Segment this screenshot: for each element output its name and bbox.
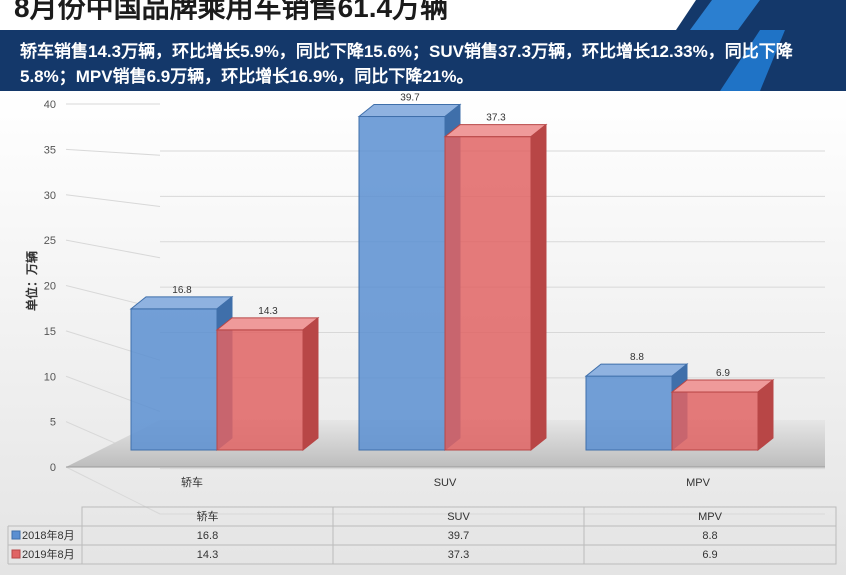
data-label: 16.8 [172, 285, 192, 296]
bar-front [130, 308, 218, 451]
bar-top [215, 317, 320, 331]
gridline-left [65, 148, 161, 156]
gridline-left [65, 239, 161, 259]
data-label: 8.8 [630, 352, 644, 363]
bar-top [670, 379, 775, 393]
y-tick-label: 30 [44, 190, 56, 202]
table-cell: 6.9 [702, 549, 717, 561]
y-tick-label: 0 [50, 462, 56, 474]
data-label: 39.7 [400, 93, 420, 104]
legend-swatch [11, 549, 21, 559]
title-bar: 8月份中国品牌乘用车销售61.4万辆 [0, 0, 846, 30]
table-cell: 37.3 [448, 549, 469, 561]
page-title: 8月份中国品牌乘用车销售61.4万辆 [14, 0, 449, 23]
bar-side [757, 378, 774, 452]
table-header: 轿车 [197, 509, 219, 523]
bar-front [358, 116, 446, 451]
x-tick-label: MPV [686, 477, 711, 489]
table-header: SUV [447, 511, 470, 523]
table-cell: 8.8 [702, 530, 717, 542]
bar-chart: 0 5 10 15 20 25 30 35 40 单位：万辆 16.8 39.7 8.8 14.3 37.3… [0, 91, 846, 575]
y-axis-title: 单位：万辆 [24, 251, 39, 311]
bar-top [584, 363, 689, 377]
data-label: 6.9 [716, 368, 730, 379]
gridline-left [65, 194, 161, 207]
x-tick-label: SUV [434, 477, 457, 489]
legend-entry: 2019年8月 [22, 547, 75, 561]
y-tick-label: 35 [44, 144, 56, 156]
bar-top [443, 124, 548, 138]
table-cell: 16.8 [197, 530, 218, 542]
header-accent [676, 0, 846, 30]
bar-front [585, 375, 673, 451]
y-tick-label: 10 [44, 371, 56, 383]
bar-side [530, 123, 547, 452]
y-tick-label: 5 [50, 417, 56, 429]
summary-text: 轿车销售14.3万辆，环比增长5.9%，同比下降15.6%；SUV销售37.3万… [20, 42, 793, 86]
y-tick-label: 20 [44, 281, 56, 293]
bar-front [671, 391, 759, 451]
legend-entry: 2018年8月 [22, 528, 75, 542]
chart-area: 0 5 10 15 20 25 30 35 40 单位：万辆 16.8 39.7 8.8 14.3 37.3… [0, 91, 846, 575]
x-tick-label: 轿车 [181, 475, 203, 489]
bar-front [216, 329, 304, 451]
data-label: 37.3 [486, 113, 506, 124]
legend-swatch [11, 530, 21, 540]
bar-top [357, 104, 462, 118]
y-tick-label: 15 [44, 326, 56, 338]
bar-side [302, 316, 319, 452]
summary-accent [720, 30, 846, 91]
bar-top [129, 296, 234, 310]
table-header: MPV [698, 511, 723, 523]
gridline-left [65, 466, 161, 515]
y-tick-label: 25 [44, 235, 56, 247]
bar-front [444, 136, 532, 451]
y-tick-label: 40 [44, 99, 56, 111]
table-cell: 14.3 [197, 549, 218, 561]
table-cell: 39.7 [448, 530, 469, 542]
summary-banner: 轿车销售14.3万辆，环比增长5.9%，同比下降15.6%；SUV销售37.3万… [0, 30, 846, 91]
data-label: 14.3 [258, 306, 278, 317]
